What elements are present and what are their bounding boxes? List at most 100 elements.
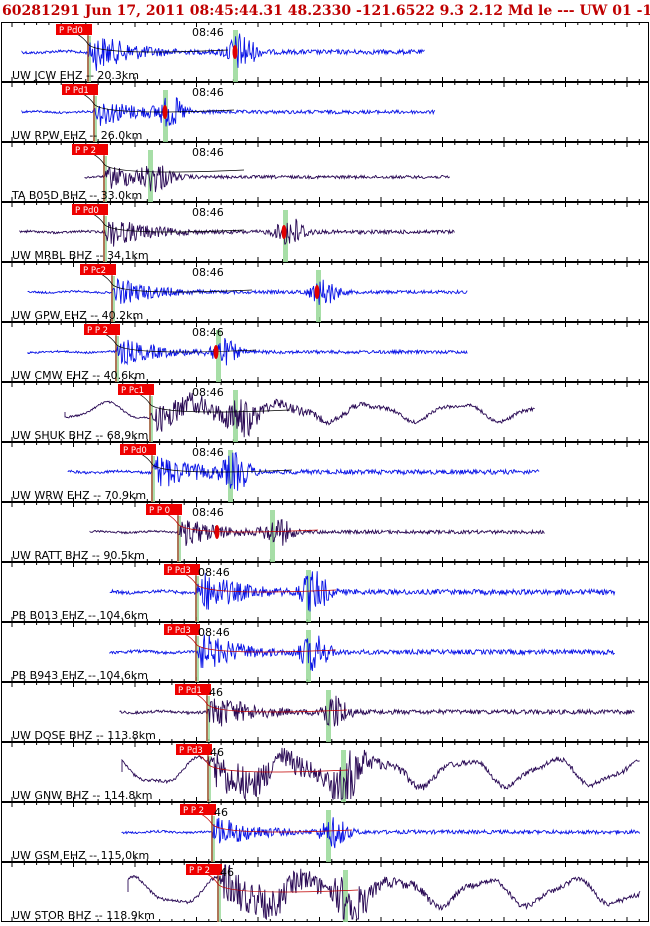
trace-panel: P P 0 08:46 UW RATT BHZ -- 90.5km — [1, 502, 649, 562]
time-label: 46 — [209, 686, 223, 699]
pick-label-box[interactable] — [80, 264, 116, 275]
time-ticks — [11, 683, 640, 741]
pick-label: P Pd3 — [167, 626, 191, 636]
panel-frame — [1, 802, 649, 862]
panel-frame — [1, 322, 649, 382]
waveform — [109, 634, 615, 672]
waveform — [127, 864, 641, 921]
waveform — [21, 97, 436, 127]
s-arrival-band — [326, 810, 331, 862]
time-label: 46 — [210, 746, 224, 759]
panel-frame — [1, 82, 649, 142]
pick-label-box[interactable] — [56, 24, 92, 35]
time-ticks — [11, 203, 640, 261]
coda-marker[interactable] — [281, 225, 287, 239]
trace-panel: P Pd0 08:46 UW WRW EHZ -- 70.9km — [1, 442, 649, 502]
p-arrival-band — [207, 756, 211, 802]
s-arrival-band — [343, 870, 348, 922]
station-label: UW GSM EHZ -- 115.0km — [12, 849, 149, 862]
s-arrival-band — [216, 330, 221, 382]
trace-panel: P Pc1 08:46 UW SHUK BHZ -- 68.9km — [1, 382, 649, 442]
time-ticks — [11, 803, 640, 861]
p-arrival-band — [111, 276, 115, 322]
pick-label-box[interactable] — [180, 804, 216, 815]
pick-label-box[interactable] — [186, 864, 222, 875]
time-ticks — [11, 383, 640, 441]
pick-label-box[interactable] — [120, 444, 156, 455]
time-label: 08:46 — [192, 206, 224, 219]
station-label: UW WRW EHZ -- 70.9km — [12, 489, 146, 502]
panel-frame — [1, 862, 649, 922]
panel-frame — [1, 262, 649, 322]
trace-panel: P P 2 08:46 UW CMW EHZ -- 40.6km — [1, 322, 649, 382]
s-arrival-band — [270, 510, 275, 562]
trace-panel: P P 2 08:46 TA B05D BHZ -- 33.0km — [1, 142, 649, 202]
pick-label: P Pc2 — [83, 266, 106, 276]
panel-frame — [1, 202, 649, 262]
pick-label-box[interactable] — [146, 504, 182, 515]
time-label: 46 — [214, 806, 228, 819]
waveform — [19, 218, 455, 247]
pick-label-box[interactable] — [164, 624, 200, 635]
time-ticks — [11, 143, 640, 201]
time-label: 08:46 — [192, 146, 224, 159]
p-arrival-band — [87, 36, 91, 82]
station-label: UW JCW EHZ -- 20.3km — [12, 69, 139, 82]
pick-label: P Pd0 — [59, 26, 83, 36]
s-arrival-band — [326, 690, 331, 742]
coda-marker[interactable] — [232, 45, 238, 59]
time-label: 08:46 — [192, 446, 224, 459]
coda-marker[interactable] — [162, 105, 168, 119]
pick-label-box[interactable] — [72, 144, 108, 155]
pick-label-box[interactable] — [72, 204, 108, 215]
station-label: UW SHUK BHZ -- 68.9km — [12, 429, 148, 442]
panel-frame — [1, 562, 649, 622]
trace-panel: P P 2 46 UW GSM EHZ -- 115.0km — [1, 802, 649, 862]
pick-label: P Pd1 — [178, 686, 202, 696]
p-arrival-band — [151, 456, 155, 502]
pick-label-box[interactable] — [118, 384, 154, 395]
trace-panel: P Pd3 08:46 PB B943 EHZ -- 104.6km — [1, 622, 649, 682]
panel-frame — [1, 22, 649, 82]
s-arrival-band — [228, 450, 233, 502]
time-ticks — [11, 743, 640, 801]
pick-label: P Pd3 — [167, 566, 191, 576]
time-label: 08:46 — [192, 326, 224, 339]
pick-label-box[interactable] — [84, 324, 120, 335]
pick-label-box[interactable] — [62, 84, 98, 95]
station-label: UW GNW BHZ -- 114.8km — [12, 789, 152, 802]
panel-frame — [1, 382, 649, 442]
time-label: 08:46 — [192, 266, 224, 279]
p-arrival-band — [217, 876, 221, 922]
pick-label-box[interactable] — [176, 744, 212, 755]
time-ticks — [11, 503, 640, 561]
time-ticks — [11, 443, 640, 501]
time-ticks — [11, 263, 640, 321]
station-label: UW DOSE BHZ -- 113.8km — [12, 729, 156, 742]
waveform — [21, 33, 425, 71]
panel-frame — [1, 622, 649, 682]
panel-frame — [1, 442, 649, 502]
s-arrival-band — [341, 750, 346, 802]
station-label: UW MRBL BHZ -- 34.1km — [12, 249, 149, 262]
time-label: 08:46 — [192, 506, 224, 519]
trace-panel: P Pd3 46 UW GNW BHZ -- 114.8km — [1, 742, 649, 802]
p-arrival-band — [211, 816, 215, 862]
time-label: 08:46 — [192, 386, 224, 399]
pick-label-box[interactable] — [175, 684, 211, 695]
p-arrival-band — [115, 336, 119, 382]
trace-panel: P Pd0 08:46 UW JCW EHZ -- 20.3km — [1, 22, 649, 82]
coda-marker[interactable] — [314, 285, 320, 299]
p-arrival-band — [103, 156, 107, 202]
panel-frame — [1, 502, 649, 562]
waveform — [27, 337, 468, 366]
waveform — [64, 392, 535, 438]
trace-panel: P P 2 46 UW STOR BHZ -- 118.9km — [1, 862, 649, 922]
coda-marker[interactable] — [214, 525, 220, 539]
p-arrival-band — [195, 636, 199, 682]
coda-marker[interactable] — [213, 345, 219, 359]
pick-label-box[interactable] — [164, 564, 200, 575]
waveform — [89, 519, 545, 547]
p-arrival-band — [206, 696, 210, 742]
time-ticks — [11, 323, 640, 381]
